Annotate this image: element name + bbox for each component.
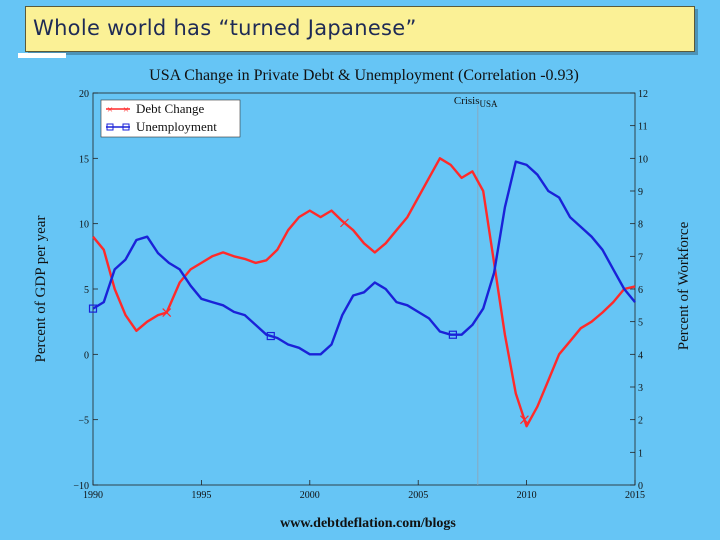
series-marker-debt-change <box>520 415 529 425</box>
legend-marker-debt-2: × <box>123 104 129 116</box>
axes-layer: 1990 1995 2000 2005 2010 2015−10−505101520012… <box>73 89 648 501</box>
series-marker-unemployment <box>88 304 98 313</box>
x-tick-label: 2005 <box>408 490 428 501</box>
slide-title: Whole world has “turned Japanese” <box>33 16 417 40</box>
legend-label-unemployment: Unemployment <box>136 119 217 134</box>
legend-marker-debt-1: × <box>107 104 113 116</box>
left-y-tick-label: −10 <box>73 481 89 492</box>
right-y-tick-label: 9 <box>638 187 643 198</box>
x-tick-label: 2010 <box>517 490 537 501</box>
right-y-tick-label: 7 <box>638 252 643 263</box>
right-axis-label: Percent of Workforce <box>676 221 692 350</box>
left-y-tick-label: −5 <box>78 416 89 427</box>
crisis-label-sub: USA <box>480 99 499 109</box>
left-y-tick-label: 15 <box>79 154 89 165</box>
series-marker-debt-change <box>340 218 349 228</box>
right-y-tick-label: 6 <box>638 285 643 296</box>
left-axis-label: Percent of GDP per year <box>33 216 49 363</box>
crisis-label-main: Crisis <box>454 95 480 107</box>
right-y-tick-label: 10 <box>638 154 648 165</box>
legend-marker-unemployment-1 <box>106 123 114 131</box>
legend-marker-unemployment-2 <box>122 123 130 131</box>
chart-title: USA Change in Private Debt & Unemploymen… <box>149 67 579 84</box>
series-marker-unemployment <box>266 331 275 341</box>
right-y-tick-label: 5 <box>638 318 643 329</box>
series-layer <box>88 157 636 428</box>
right-y-tick-label: 3 <box>638 383 643 394</box>
legend-label-debt: Debt Change <box>136 101 204 116</box>
title-accent-bar <box>18 53 66 58</box>
slide-title-box: Whole world has “turned Japanese” <box>25 6 695 52</box>
source-note: www.debtdeflation.com/blogs <box>280 516 456 531</box>
x-tick-label: 1995 <box>191 490 211 501</box>
plot-area <box>92 92 636 486</box>
left-y-tick-label: 20 <box>79 89 89 100</box>
right-y-tick-label: 8 <box>638 220 643 231</box>
left-y-tick-label: 10 <box>79 220 89 231</box>
x-tick-label: 1990 <box>83 490 103 501</box>
right-y-tick-label: 12 <box>638 89 648 100</box>
crisis-label: CrisisUSA <box>454 95 498 109</box>
series-marker-unemployment <box>448 330 457 339</box>
x-tick-label: 2015 <box>625 490 645 501</box>
chart-legend: × × Debt Change Unemployment <box>100 99 241 138</box>
left-y-tick-label: 5 <box>84 285 89 296</box>
x-tick-label: 2000 <box>300 490 320 501</box>
right-y-tick-label: 11 <box>638 122 648 133</box>
crisis-annotation: CrisisUSA <box>454 95 498 485</box>
legend-box <box>100 99 241 138</box>
right-y-tick-label: 2 <box>638 416 643 427</box>
series-line-unemployment <box>92 160 636 356</box>
series-line-debt-change <box>92 157 636 428</box>
right-y-tick-label: 0 <box>638 481 643 492</box>
series-marker-debt-change <box>162 308 172 317</box>
right-y-tick-label: 4 <box>638 350 643 361</box>
right-y-tick-label: 1 <box>638 448 643 459</box>
left-y-tick-label: 0 <box>84 350 89 361</box>
